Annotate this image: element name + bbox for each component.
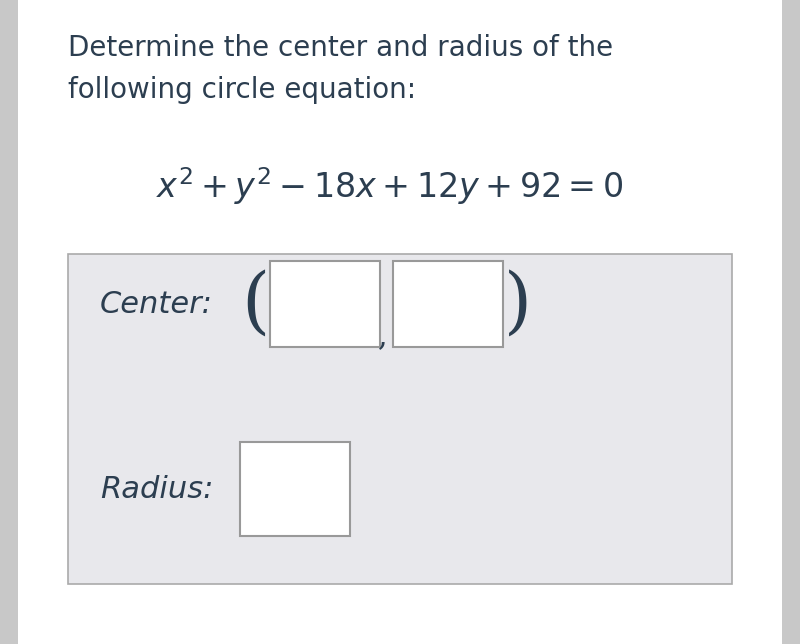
Text: ,: , <box>378 321 388 352</box>
Bar <box>240 442 350 536</box>
Text: $x^2 + y^2 - 18x + 12y + 92 = 0$: $x^2 + y^2 - 18x + 12y + 92 = 0$ <box>156 165 624 207</box>
Text: following circle equation:: following circle equation: <box>68 76 416 104</box>
Bar <box>270 261 380 347</box>
Text: Radius:: Radius: <box>100 475 214 504</box>
Bar <box>68 254 732 584</box>
Text: (: ( <box>241 269 269 339</box>
Text: ): ) <box>504 269 532 339</box>
Bar <box>393 261 503 347</box>
Text: Center:: Center: <box>100 290 213 319</box>
Text: Determine the center and radius of the: Determine the center and radius of the <box>68 34 613 62</box>
